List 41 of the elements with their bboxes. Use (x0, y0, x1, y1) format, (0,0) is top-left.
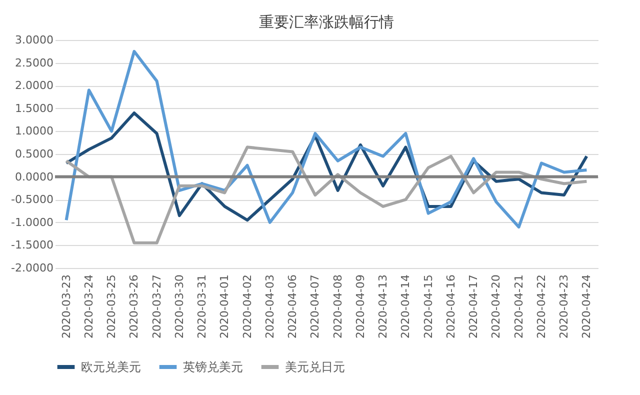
x-tick-label: 2020-04-23 (558, 274, 571, 338)
y-tick-label: 2.5000 (15, 56, 54, 70)
line-series (64, 146, 588, 244)
y-tick-label: 0.0000 (15, 170, 54, 184)
y-tick-label: 1.5000 (15, 102, 54, 115)
x-tick-label: 2020-04-13 (376, 274, 390, 338)
x-tick-label: 2020-04-24 (580, 274, 594, 338)
y-tick-label: 1.0000 (15, 124, 54, 138)
y-tick-label: 2.0000 (15, 79, 54, 92)
y-tick-label: -0.5000 (11, 193, 54, 206)
x-tick-label: 2020-03-26 (128, 274, 141, 338)
y-tick-label: -2.0000 (11, 262, 54, 274)
x-tick-label: 2020-03-27 (150, 274, 164, 338)
legend-label: 美元兑日元 (285, 360, 345, 374)
x-tick-label: 2020-04-17 (467, 274, 480, 338)
x-tick-label: 2020-04-14 (399, 274, 412, 338)
x-tick-label: 2020-03-24 (82, 274, 96, 338)
legend-label: 英镑兑美元 (183, 360, 243, 374)
y-tick-label: 3.0000 (15, 34, 54, 46)
x-tick-label: 2020-04-16 (444, 274, 458, 338)
x-tick-label: 2020-04-22 (534, 274, 548, 338)
x-tick-label: 2020-04-20 (490, 274, 503, 338)
legend-label: 欧元兑美元 (81, 360, 141, 374)
x-tick-label: 2020-04-15 (422, 274, 435, 338)
x-tick-label: 2020-04-21 (512, 274, 526, 338)
x-tick-label: 2020-04-03 (263, 274, 276, 338)
x-tick-label: 2020-03-23 (60, 274, 73, 338)
chart-title: 重要汇率涨跌幅行情 (259, 13, 394, 31)
x-tick-label: 2020-03-31 (196, 274, 209, 338)
x-tick-label: 2020-04-06 (286, 274, 300, 338)
y-tick-label: -1.0000 (11, 216, 54, 229)
y-tick-label: -1.5000 (11, 238, 54, 252)
line-series (64, 50, 588, 228)
x-tick-label: 2020-03-25 (105, 274, 118, 338)
x-tick-label: 2020-04-07 (308, 274, 322, 338)
y-tick-label: 0.5000 (15, 148, 54, 160)
x-tick-label: 2020-04-01 (218, 274, 232, 338)
x-tick-label: 2020-04-02 (240, 274, 254, 338)
x-tick-label: 2020-04-08 (331, 274, 344, 338)
x-tick-label: 2020-03-30 (172, 274, 186, 338)
x-tick-label: 2020-04-09 (354, 274, 367, 338)
